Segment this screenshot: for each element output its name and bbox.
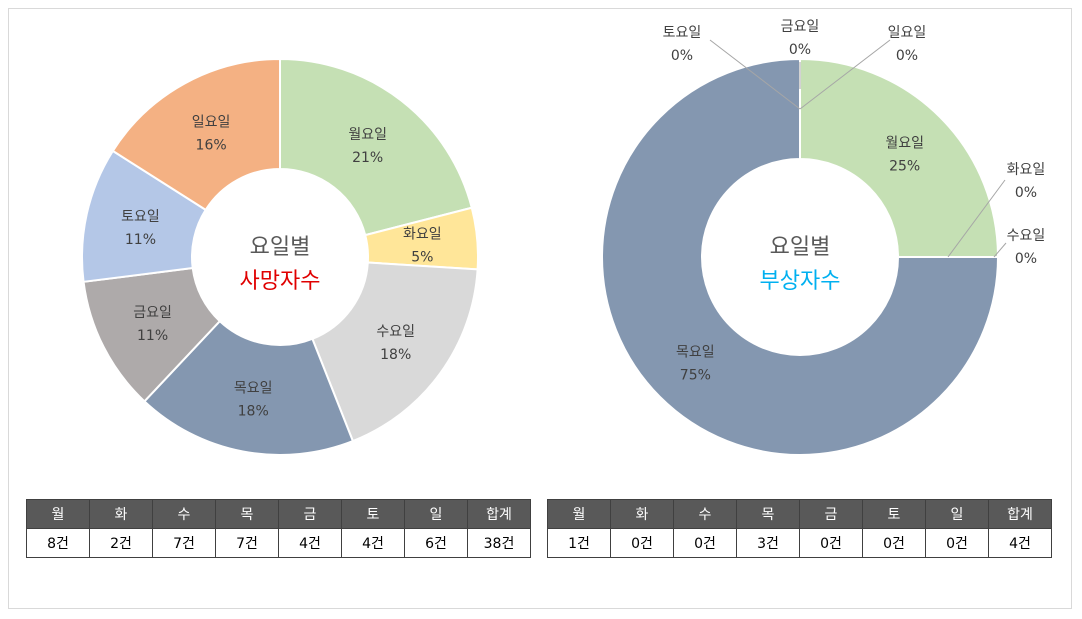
fatalities-table-header-wed: 수 [152, 499, 216, 529]
fatalities-table-header-sat: 토 [341, 499, 405, 529]
fatalities-label-sat-percent: 11% [125, 232, 156, 248]
injuries-table-value-thu: 3건 [736, 528, 800, 558]
fatalities-label-sat: 토요일 11% [121, 209, 160, 248]
injuries-leader-sat [709, 39, 801, 110]
injuries-label-mon: 월요일 25% [885, 135, 924, 174]
fatalities-label-sun-day: 일요일 [192, 115, 231, 131]
injuries-label-wed: 수요일 0% [1007, 228, 1046, 267]
fatalities-label-thu-day: 목요일 [234, 380, 273, 396]
injuries-leader-tue [947, 179, 1006, 258]
fatalities-label-tue-percent: 5% [411, 250, 433, 266]
injuries-leader-sun [799, 39, 891, 110]
fatalities-table-header-row: 월 화 수 목 금 토 일 합계 [26, 499, 531, 529]
fatalities-table-header-mon: 월 [26, 499, 90, 529]
fatalities-table-value-tue: 2건 [89, 528, 153, 558]
fatalities-table-header-fri: 금 [278, 499, 342, 529]
injuries-table-header-tue: 화 [610, 499, 674, 529]
injuries-table-header-total: 합계 [988, 499, 1052, 529]
injuries-label-wed-percent: 0% [1015, 251, 1037, 267]
fatalities-label-wed-day: 수요일 [376, 324, 415, 340]
fatalities-table-value-row: 8건 2건 7건 7건 4건 4건 6건 38건 [26, 528, 531, 558]
fatalities-table-value-total: 38건 [467, 528, 531, 558]
fatalities-table-header-thu: 목 [215, 499, 279, 529]
injuries-label-tue-day: 화요일 [1007, 162, 1046, 178]
injuries-label-fri-day: 금요일 [781, 19, 820, 35]
injuries-table-header-wed: 수 [673, 499, 737, 529]
fatalities-label-tue-day: 화요일 [403, 227, 442, 243]
fatalities-table-header-total: 합계 [467, 499, 531, 529]
injuries-label-sat: 토요일 0% [663, 25, 702, 64]
injuries-label-fri-percent: 0% [789, 42, 811, 58]
injuries-table-value-wed: 0건 [673, 528, 737, 558]
fatalities-table-value-fri: 4건 [278, 528, 342, 558]
injuries-label-sun-percent: 0% [896, 48, 918, 64]
injuries-table-value-tue: 0건 [610, 528, 674, 558]
injuries-label-thu: 목요일 75% [676, 345, 715, 384]
fatalities-center-title: 요일별 [250, 235, 311, 260]
injuries-label-mon-day: 월요일 [885, 135, 924, 151]
fatalities-table-value-thu: 7건 [215, 528, 279, 558]
injuries-table-value-row: 1건 0건 0건 3건 0건 0건 0건 4건 [547, 528, 1052, 558]
injuries-label-sun-day: 일요일 [888, 25, 927, 41]
fatalities-label-thu-percent: 18% [238, 403, 269, 419]
fatalities-label-mon: 월요일 21% [348, 127, 387, 166]
injuries-table-value-mon: 1건 [547, 528, 611, 558]
injuries-center-subtitle: 부상자수 [760, 269, 841, 294]
injuries-label-tue-percent: 0% [1015, 185, 1037, 201]
fatalities-table-value-mon: 8건 [26, 528, 90, 558]
fatalities-slice-wed [311, 261, 479, 443]
fatalities-label-mon-percent: 21% [352, 150, 383, 166]
injuries-label-sun: 일요일 0% [888, 25, 927, 64]
fatalities-center-subtitle: 사망자수 [240, 269, 321, 294]
injuries-label-sat-day: 토요일 [663, 25, 702, 41]
injuries-label-sat-percent: 0% [671, 48, 693, 64]
fatalities-label-fri-percent: 11% [137, 328, 168, 344]
fatalities-label-sun: 일요일 16% [192, 115, 231, 154]
fatalities-table-value-sat: 4건 [341, 528, 405, 558]
fatalities-slice-thu [143, 319, 355, 456]
injuries-table: 월 화 수 목 금 토 일 합계 1건 0건 0건 3건 0건 0건 0건 4건 [547, 499, 1052, 558]
injuries-table-header-fri: 금 [799, 499, 863, 529]
injuries-leader-wed [993, 242, 1007, 258]
fatalities-table-header-sun: 일 [404, 499, 468, 529]
injuries-table-header-row: 월 화 수 목 금 토 일 합계 [547, 499, 1052, 529]
injuries-label-wed-day: 수요일 [1007, 228, 1046, 244]
injuries-table-header-sun: 일 [925, 499, 989, 529]
injuries-table-value-fri: 0건 [799, 528, 863, 558]
fatalities-label-sat-day: 토요일 [121, 209, 160, 225]
fatalities-table-value-sun: 6건 [404, 528, 468, 558]
injuries-label-thu-percent: 75% [680, 368, 711, 384]
fatalities-table: 월 화 수 목 금 토 일 합계 8건 2건 7건 7건 4건 4건 6건 38건 [26, 499, 531, 558]
injuries-center-title: 요일별 [770, 235, 831, 260]
injuries-slice-mon [799, 57, 1000, 258]
fatalities-label-sun-percent: 16% [196, 138, 227, 154]
fatalities-label-wed-percent: 18% [380, 347, 411, 363]
injuries-slice-thu [601, 57, 1000, 456]
injuries-table-header-mon: 월 [547, 499, 611, 529]
fatalities-label-tue: 화요일 5% [403, 227, 442, 266]
injuries-table-value-total: 4건 [988, 528, 1052, 558]
fatalities-label-thu: 목요일 18% [234, 380, 273, 419]
injuries-label-thu-day: 목요일 [676, 345, 715, 361]
injuries-table-header-thu: 목 [736, 499, 800, 529]
fatalities-table-header-tue: 화 [89, 499, 153, 529]
fatalities-label-fri-day: 금요일 [133, 305, 172, 321]
fatalities-slice-mon [279, 57, 473, 237]
injuries-label-tue: 화요일 0% [1007, 162, 1046, 201]
injuries-table-value-sun: 0건 [925, 528, 989, 558]
fatalities-label-mon-day: 월요일 [348, 127, 387, 143]
injuries-label-fri: 금요일 0% [781, 19, 820, 58]
fatalities-label-wed: 수요일 18% [376, 324, 415, 363]
injuries-table-header-sat: 토 [862, 499, 926, 529]
injuries-label-mon-percent: 25% [889, 158, 920, 174]
fatalities-slice-sun [111, 57, 281, 212]
injuries-table-value-sat: 0건 [862, 528, 926, 558]
fatalities-label-fri: 금요일 11% [133, 305, 172, 344]
fatalities-table-value-wed: 7건 [152, 528, 216, 558]
